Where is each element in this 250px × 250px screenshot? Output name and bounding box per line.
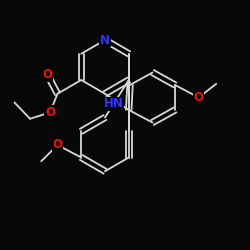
Text: O: O xyxy=(45,106,55,119)
Text: N: N xyxy=(100,34,110,46)
Text: HN: HN xyxy=(104,97,124,110)
Text: O: O xyxy=(194,91,204,104)
Text: O: O xyxy=(52,138,62,151)
Text: O: O xyxy=(42,68,52,82)
